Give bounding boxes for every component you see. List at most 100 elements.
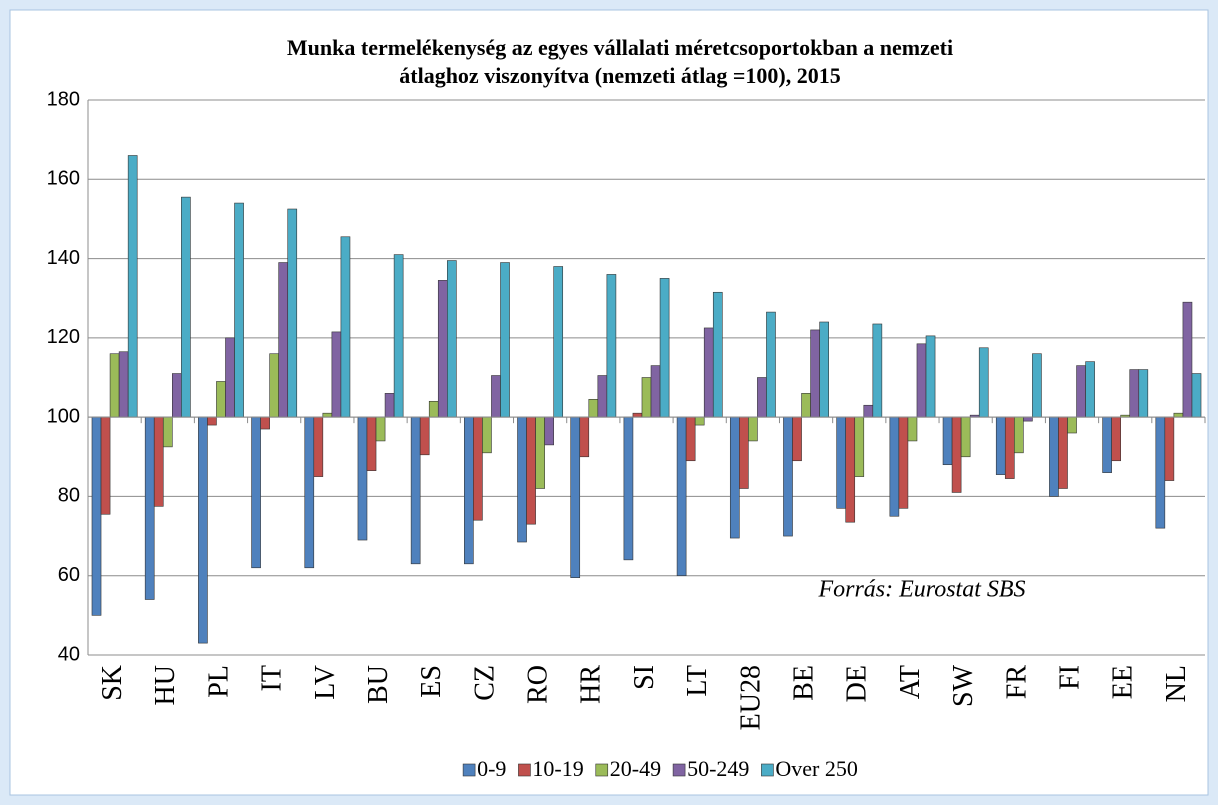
y-tick-label: 80 (58, 485, 80, 507)
x-tick-label: HU (150, 665, 181, 705)
bar (810, 329, 820, 418)
bar (118, 351, 129, 418)
bar (845, 416, 856, 523)
x-tick-label: SK (97, 665, 128, 701)
bar (127, 155, 138, 418)
x-tick-label: ES (416, 665, 447, 698)
bar (251, 416, 261, 569)
bar (1049, 416, 1059, 497)
bar (500, 262, 510, 418)
bar (951, 416, 962, 493)
bar (1102, 416, 1112, 473)
bar (1014, 416, 1024, 454)
bar (836, 416, 846, 509)
bar (304, 416, 315, 569)
legend-label: Over 250 (775, 756, 857, 781)
bar (872, 323, 883, 418)
bar (287, 208, 298, 418)
x-tick-label: BU (363, 665, 394, 704)
bar (544, 416, 554, 446)
bar (606, 274, 617, 418)
bar (216, 381, 226, 418)
x-tick-label: EU28 (735, 665, 766, 730)
bar (1023, 416, 1033, 422)
bar (739, 416, 749, 489)
bar (757, 377, 767, 418)
bar (225, 337, 235, 418)
bar (384, 393, 395, 418)
bar (597, 375, 608, 418)
bar (357, 416, 368, 541)
bar (783, 416, 793, 537)
bar (1085, 361, 1095, 418)
bar (1076, 365, 1086, 418)
x-tick-label: CZ (469, 665, 500, 701)
legend-swatch (672, 763, 686, 777)
bar (1032, 353, 1042, 418)
x-tick-label: IT (257, 665, 288, 691)
bar (198, 416, 208, 644)
bar (1058, 416, 1068, 489)
bar (91, 416, 102, 616)
bar (447, 260, 457, 418)
bar (1138, 369, 1149, 418)
bar (1129, 369, 1140, 418)
bar (482, 416, 492, 454)
legend-label: 20-49 (610, 756, 661, 781)
x-tick-label: EE (1108, 665, 1139, 699)
bar (960, 416, 971, 458)
bar (712, 291, 723, 418)
x-tick-label: SW (948, 664, 979, 707)
bar (1155, 416, 1166, 529)
x-tick-label: LT (682, 665, 713, 697)
bar (464, 416, 474, 565)
bar (819, 321, 829, 418)
bar (579, 416, 590, 458)
bar (659, 278, 670, 418)
bar (491, 375, 501, 418)
bar (419, 416, 430, 456)
bar (694, 416, 705, 426)
bar (393, 254, 404, 418)
y-tick-label: 100 (47, 405, 80, 427)
bar (995, 416, 1006, 475)
bar (109, 353, 120, 418)
bar (1004, 416, 1015, 479)
bar (801, 393, 811, 418)
bar (172, 373, 182, 418)
bar (340, 236, 351, 418)
bar (428, 400, 439, 418)
bar (153, 416, 164, 507)
bar (1191, 373, 1202, 418)
y-tick-label: 120 (47, 326, 80, 348)
bar (889, 416, 900, 517)
bar (685, 416, 696, 462)
bar (207, 416, 217, 426)
legend-label: 10-19 (532, 756, 583, 781)
y-tick-label: 60 (58, 564, 80, 586)
bar (278, 262, 289, 418)
x-tick-label: SI (629, 665, 660, 690)
x-tick-label: RO (523, 665, 554, 704)
legend-swatch (595, 763, 609, 777)
bar (1067, 416, 1077, 434)
bar (632, 412, 643, 418)
bar (650, 365, 661, 418)
bar (181, 196, 191, 418)
x-tick-label: BE (788, 665, 819, 701)
bar (729, 416, 740, 539)
bar (375, 416, 386, 442)
y-tick-label: 180 (47, 88, 80, 110)
bar (322, 412, 333, 418)
x-tick-label: FI (1054, 665, 1085, 690)
bar (517, 416, 527, 543)
y-tick-label: 160 (47, 168, 80, 190)
x-tick-label: HR (576, 665, 607, 704)
x-tick-label: AT (895, 665, 926, 699)
bar (676, 416, 687, 577)
bar (703, 327, 714, 418)
bar (144, 416, 155, 600)
legend-label: 50-249 (687, 756, 749, 781)
annotation: Forrás: Eurostat SBS (817, 577, 1025, 603)
x-tick-label: LV (310, 665, 341, 700)
